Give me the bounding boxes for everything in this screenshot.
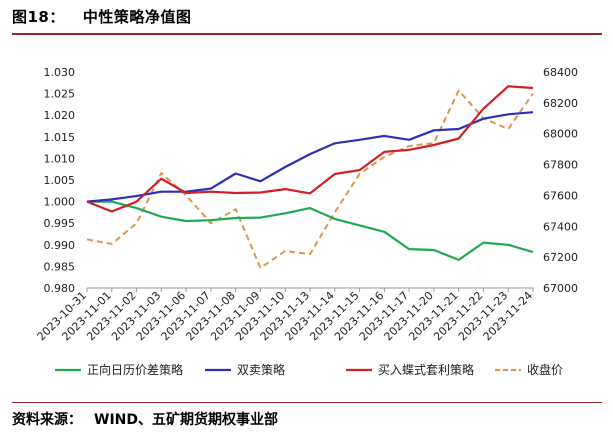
y-left-tick-label: 1.010 [44,152,76,165]
source-text: WIND、五矿期货期权事业部 [94,412,278,428]
figure-title: 图18： 中性策略净值图 [12,6,602,35]
figure-number: 图18： [12,8,65,26]
y-left-tick-label: 1.005 [44,174,76,187]
figure-title-text: 中性策略净值图 [82,8,192,26]
chart-legend: 正向日历价差策略 双卖策略 买入蝶式套利策略 收盘价 [55,362,563,377]
y-left-tick-label: 0.985 [44,260,76,273]
y-right-tick-label: 68200 [543,97,578,110]
y-left-tick-label: 1.020 [44,109,76,122]
chart-series [86,85,534,269]
chart-axes: 0.980 0.985 0.990 0.995 1.000 1.005 1.010 1.015… [35,66,578,343]
y-left-tick-label: 1.030 [44,66,76,79]
y-right-tick-label: 67200 [543,251,578,264]
y-right-tick-label: 67000 [543,282,578,295]
y-left-tick-label: 1.000 [44,196,76,209]
y-right-tick-label: 68000 [543,128,578,141]
y-left-tick-label: 0.990 [44,239,76,252]
legend-label: 收盘价 [527,362,563,377]
line-chart: 0.980 0.985 0.990 0.995 1.000 1.005 1.010 1.015… [35,66,578,377]
y-left-tick-label: 0.980 [44,282,76,295]
y-right-tick-label: 67600 [543,189,578,202]
legend-label: 买入蝶式套利策略 [378,362,474,377]
series-line-1 [86,111,534,203]
y-right-tick-label: 67800 [543,159,578,172]
series-line-2 [86,85,534,213]
y-right-tick-label: 68400 [543,66,578,79]
source-label: 资料来源： [12,412,82,428]
source-note: 资料来源： WIND、五矿期货期权事业部 [12,402,602,429]
series-line-3 [86,89,534,269]
y-left-tick-label: 1.025 [44,88,76,101]
y-right-tick-label: 67400 [543,220,578,233]
series-line-0 [87,200,534,261]
legend-label: 正向日历价差策略 [87,362,183,377]
y-left-tick-label: 0.995 [44,217,76,230]
y-left-tick-label: 1.015 [44,131,76,144]
legend-label: 双卖策略 [237,362,285,377]
